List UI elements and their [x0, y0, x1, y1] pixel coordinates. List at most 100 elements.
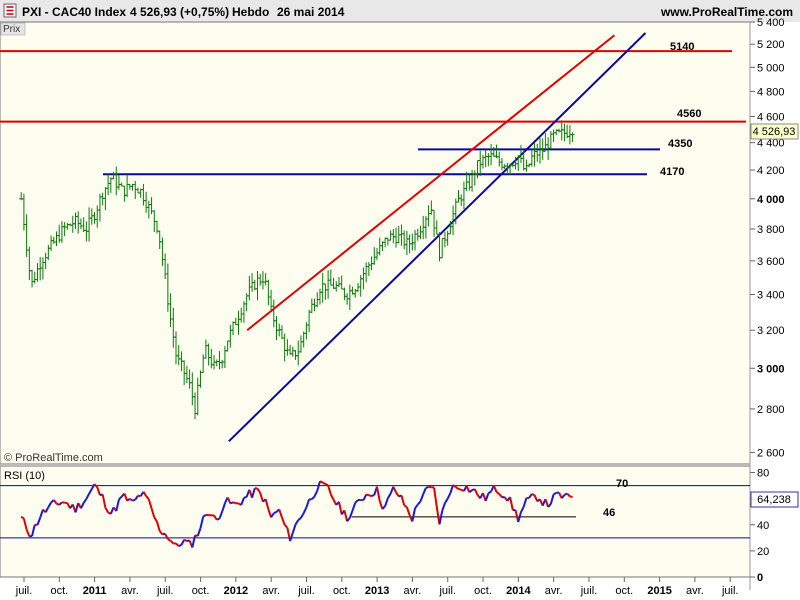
rsi-y-tick-label: 40	[757, 520, 769, 532]
rsi-segment	[164, 533, 169, 540]
rsi-segment	[82, 498, 88, 504]
x-tick-label: avr.	[404, 585, 422, 597]
price-y-tick-label: 2 600	[757, 448, 785, 460]
rsi-segment	[297, 517, 302, 521]
rsi-segment	[387, 493, 392, 499]
rsi-segment	[441, 502, 446, 512]
price-y-tick-label: 3 800	[757, 224, 785, 236]
rsi-segment	[88, 488, 93, 495]
menu-icon[interactable]	[3, 3, 17, 18]
price-y-tick-label: 3 600	[757, 256, 785, 268]
rsi-panel	[0, 465, 751, 578]
trendline-lower-channel	[228, 32, 647, 443]
price-y-tick-label: 5 400	[757, 17, 785, 29]
rsi-segment	[145, 495, 150, 501]
x-tick-label: oct.	[333, 585, 351, 597]
price-y-tick-label: 3 400	[757, 290, 785, 302]
rsi-segment	[183, 538, 188, 542]
rsi-segment	[435, 506, 441, 525]
rsi-segment	[264, 498, 270, 510]
x-tick-label: oct.	[192, 585, 210, 597]
x-tick-label: juil.	[580, 585, 598, 597]
rsi-segment	[371, 494, 375, 498]
rsi-segment	[405, 506, 411, 516]
rsi-segment	[180, 539, 186, 546]
rsi-segment	[465, 485, 471, 493]
rsi-segment	[162, 532, 166, 536]
rsi-segment	[216, 517, 220, 521]
rsi-segment	[213, 514, 218, 521]
rsi-segment	[560, 494, 566, 499]
rsi-segment	[547, 503, 552, 508]
price-y-tick-label: 3 200	[757, 325, 785, 337]
current-rsi-marker: 64,238	[750, 491, 799, 508]
period-label: Hebdo	[232, 5, 269, 19]
rsi-y-tick-label: 80	[757, 468, 769, 480]
rsi-segment	[142, 491, 147, 497]
rsi-segment	[169, 539, 174, 545]
rsi-segment	[134, 495, 139, 501]
rsi-segment	[563, 492, 568, 496]
rsi-segment	[96, 486, 101, 496]
rsi-segment	[232, 501, 237, 505]
rsi-segment	[153, 516, 158, 523]
rsi-segment	[324, 483, 329, 487]
current-price-marker: 4 526,93	[750, 123, 799, 140]
x-tick-label: 2013	[365, 585, 389, 597]
price-panel-tab[interactable]	[0, 22, 26, 36]
x-tick-label: juil.	[297, 585, 315, 597]
rsi-segment	[455, 486, 460, 490]
rsi-segment	[129, 497, 134, 502]
rsi-segment	[473, 488, 479, 496]
rsi-segment	[273, 510, 277, 515]
rsi-segment	[444, 498, 449, 504]
rsi-segment	[202, 514, 207, 518]
rsi-segment	[286, 527, 292, 542]
level-label-4350: 4350	[668, 138, 692, 150]
rsi-segment	[270, 512, 275, 518]
rsi-segment	[520, 506, 525, 513]
rsi-segment	[495, 491, 500, 495]
rsi-segment	[294, 519, 300, 525]
rsi-segment	[414, 504, 419, 509]
rsi-segment	[362, 494, 368, 501]
rsi-segment	[531, 493, 535, 497]
rsi-segment	[566, 492, 571, 498]
rsi-segment	[329, 493, 335, 501]
rsi-segment	[74, 502, 80, 513]
rsi-segment	[458, 487, 462, 491]
rsi-segment	[56, 502, 60, 506]
rsi-segment	[384, 497, 389, 507]
rsi-segment	[80, 502, 85, 509]
rsi-segment	[243, 495, 247, 499]
rsi-segment	[289, 532, 294, 542]
rsi-segment	[44, 506, 50, 513]
rsi-segment	[104, 507, 109, 513]
x-tick-label: 2011	[83, 585, 107, 597]
current-price-label: 4 526,93	[753, 126, 796, 138]
rsi-segment	[346, 517, 351, 522]
rsi-segment	[118, 495, 123, 501]
rsi-segment	[52, 499, 58, 505]
rsi-segment	[509, 496, 514, 511]
rsi-segment	[132, 498, 136, 502]
rsi-segment	[403, 504, 408, 508]
rsi-segment	[302, 507, 308, 514]
x-tick-label: juil.	[438, 585, 456, 597]
price-y-tick-label: 4 600	[757, 111, 785, 123]
rsi-segment	[25, 529, 31, 537]
rsi-segment	[411, 507, 417, 522]
rsi-segment	[259, 492, 264, 502]
rsi-segment	[300, 512, 305, 519]
rsi-segment	[446, 492, 452, 500]
x-tick-label: oct.	[474, 585, 492, 597]
rsi-segment	[438, 510, 444, 525]
rsi-segment	[351, 502, 357, 511]
current-rsi-label: 64,238	[757, 494, 791, 506]
rsi-segment	[533, 494, 539, 502]
rsi-segment	[449, 484, 455, 494]
header-bar	[0, 0, 800, 22]
rsi-segment	[278, 509, 283, 518]
